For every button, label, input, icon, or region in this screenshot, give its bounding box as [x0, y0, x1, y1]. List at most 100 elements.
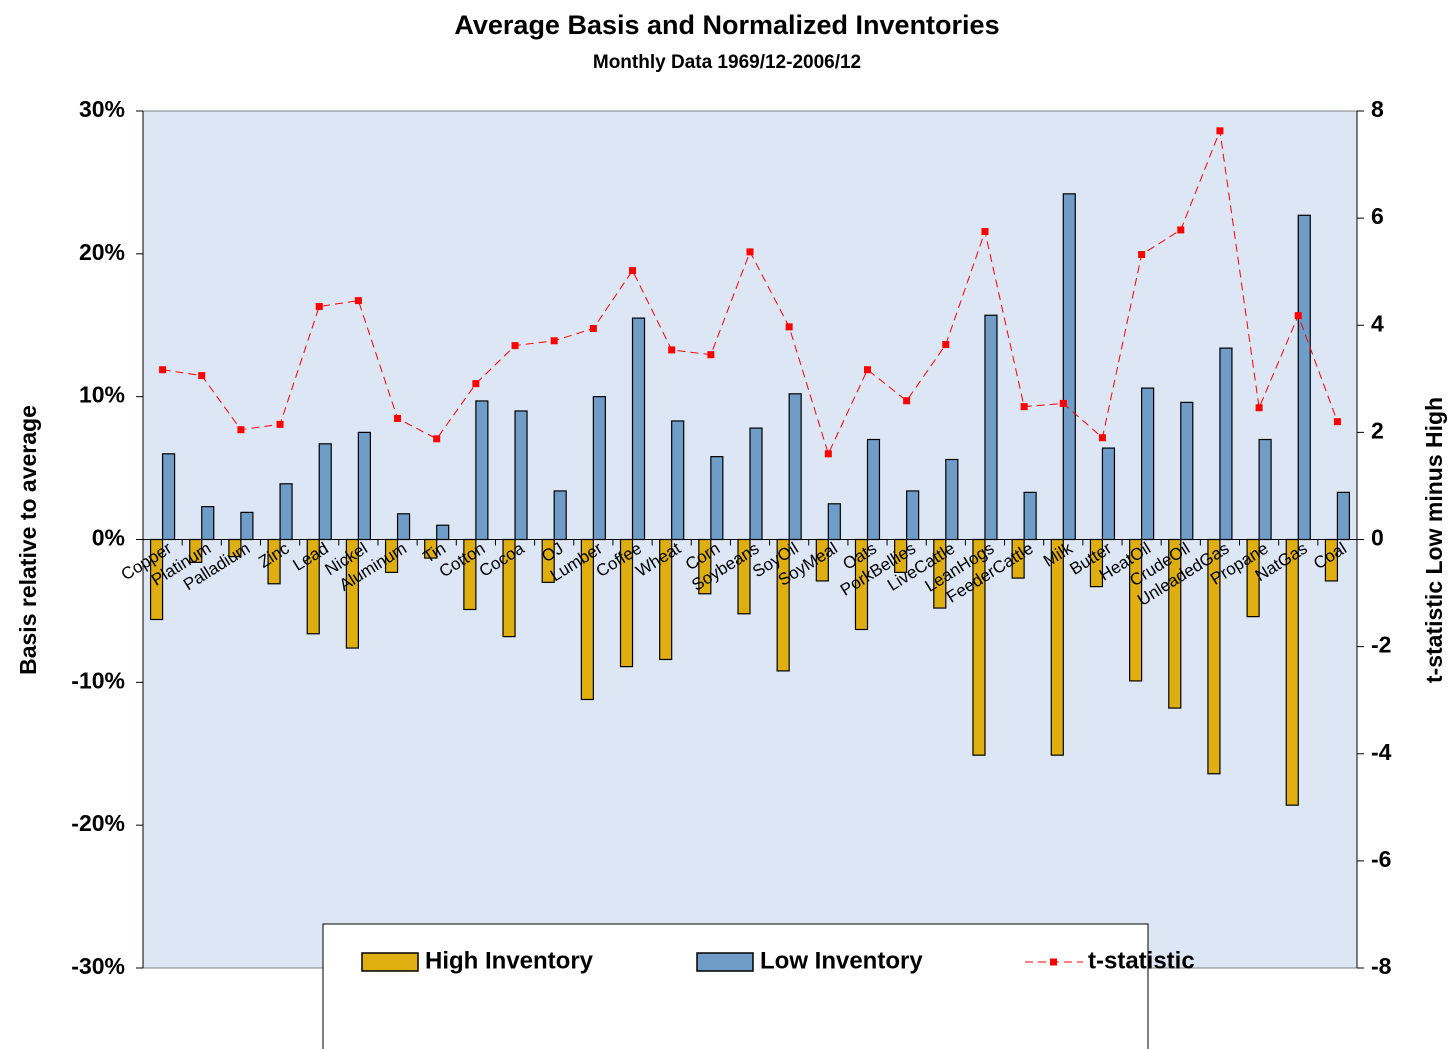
y-tick-label: 10%: [79, 382, 125, 408]
bar: [619, 538, 634, 668]
marker: [159, 366, 167, 374]
marker: [1216, 127, 1224, 135]
bar: [1050, 538, 1064, 756]
bar: [1011, 538, 1025, 579]
marker: [1138, 251, 1146, 259]
bar: [866, 438, 881, 541]
bar: [788, 393, 802, 541]
y-tick-label: 30%: [79, 96, 125, 122]
marker: [629, 267, 637, 275]
bar: [854, 538, 869, 631]
bar: [318, 443, 332, 541]
chart-subtitle: Monthly Data 1969/12-2006/12: [593, 52, 861, 73]
marker: [1098, 434, 1106, 442]
y-tick-label: -30%: [71, 953, 125, 979]
bar: [698, 538, 712, 595]
bar: [279, 483, 293, 541]
bar: [189, 538, 203, 563]
bar: [815, 538, 829, 582]
bar: [894, 538, 908, 573]
marker: [863, 366, 871, 374]
bar: [463, 538, 477, 611]
y2-tick-label: -2: [1371, 632, 1391, 658]
bar: [906, 490, 920, 541]
y2-tick-label: 8: [1371, 96, 1384, 122]
bar: [1285, 538, 1299, 806]
bar: [592, 396, 606, 541]
bar: [267, 538, 281, 585]
y2-axis-label: t-statistic Low minus High: [1421, 397, 1447, 683]
marker: [472, 380, 480, 388]
bar: [972, 538, 986, 756]
bar: [1207, 538, 1221, 775]
marker: [1020, 403, 1028, 411]
bar: [161, 453, 176, 541]
bar: [580, 538, 594, 701]
y-tick-label: 20%: [79, 239, 125, 265]
bar: [945, 458, 959, 541]
legend-label: Low Inventory: [760, 947, 923, 974]
bar: [827, 503, 841, 541]
bar: [1168, 538, 1182, 709]
legend-swatch: [696, 952, 754, 972]
bar: [201, 506, 215, 541]
bar: [240, 511, 254, 541]
bar: [228, 538, 242, 558]
bar: [749, 427, 763, 541]
marker: [589, 324, 597, 332]
bar: [149, 538, 164, 621]
bar: [424, 538, 438, 559]
y2-tick-label: -8: [1371, 953, 1392, 979]
bar: [1141, 387, 1155, 541]
bar: [1129, 538, 1143, 682]
marker: [1255, 404, 1263, 412]
bar: [631, 317, 646, 541]
y-tick-label: -10%: [71, 667, 125, 693]
marker: [981, 228, 989, 236]
marker: [511, 342, 519, 350]
marker: [903, 397, 911, 405]
marker: [354, 297, 362, 305]
legend-swatch: [1050, 958, 1057, 966]
y2-tick-label: 0: [1371, 525, 1384, 551]
bar: [1219, 347, 1233, 541]
marker: [394, 414, 402, 422]
bar: [502, 538, 516, 638]
bar: [396, 513, 411, 541]
marker: [1333, 418, 1341, 426]
bar: [1324, 538, 1339, 582]
marker: [237, 426, 245, 434]
bar: [776, 538, 790, 672]
bar: [1246, 538, 1260, 618]
bar: [1336, 491, 1351, 541]
marker: [824, 450, 832, 458]
marker: [1177, 226, 1185, 234]
marker: [668, 346, 676, 354]
y-axis-label: Basis relative to average: [15, 405, 41, 675]
bar: [1297, 214, 1311, 541]
bar: [1101, 447, 1116, 541]
marker: [315, 303, 323, 311]
bar: [384, 538, 399, 573]
bar: [671, 420, 685, 541]
marker: [433, 435, 441, 443]
chart-title: Average Basis and Normalized Inventories: [454, 10, 999, 40]
marker: [1059, 399, 1067, 407]
bar: [436, 524, 450, 541]
bar: [1258, 438, 1272, 541]
marker: [550, 337, 558, 345]
marker: [198, 372, 206, 380]
y2-tick-label: 4: [1371, 310, 1384, 336]
legend-box: [322, 923, 1149, 1049]
y2-tick-label: 2: [1371, 417, 1384, 443]
bar: [306, 538, 320, 635]
y-tick-label: 0%: [92, 525, 125, 551]
y2-tick-label: -4: [1371, 739, 1392, 765]
marker: [276, 420, 284, 428]
bar: [541, 538, 555, 583]
bar: [1023, 491, 1037, 541]
bar: [475, 400, 489, 541]
bar: [933, 538, 947, 609]
bar: [357, 431, 371, 541]
